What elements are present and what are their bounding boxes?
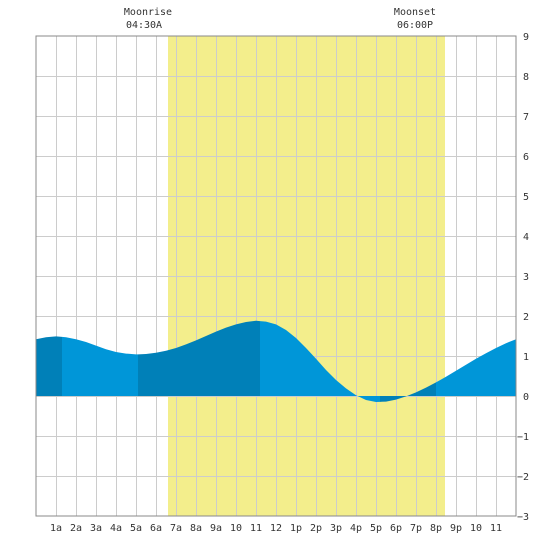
x-tick-label: 12 — [270, 523, 282, 534]
x-tick-label: 2a — [70, 523, 82, 534]
x-tick-label: 5a — [130, 523, 142, 534]
x-tick-label: 7a — [170, 523, 182, 534]
y-tick-label: 6 — [523, 152, 529, 163]
moonset-time: 06:00P — [397, 20, 433, 31]
x-tick-label: 8a — [190, 523, 202, 534]
moonset-label: Moonset — [394, 7, 436, 18]
x-tick-label: 10 — [470, 523, 482, 534]
x-tick-label: 8p — [430, 523, 442, 534]
x-tick-label: 7p — [410, 523, 422, 534]
y-tick-label: 7 — [523, 112, 529, 123]
y-tick-label: 0 — [523, 392, 529, 403]
x-tick-label: 6a — [150, 523, 162, 534]
x-tick-label: 1p — [290, 523, 302, 534]
moonrise-label: Moonrise — [124, 7, 172, 18]
plot-frame — [35, 35, 517, 517]
y-tick-label: 5 — [523, 192, 529, 203]
x-tick-label: 6p — [390, 523, 402, 534]
y-tick-label: 4 — [523, 232, 529, 243]
tide-area-segment — [260, 321, 380, 402]
x-tick-label: 3a — [90, 523, 102, 534]
x-tick-label: 5p — [370, 523, 382, 534]
y-tick-label: −1 — [517, 432, 529, 443]
y-tick-label: 2 — [523, 312, 529, 323]
y-tick-label: 1 — [523, 352, 529, 363]
x-tick-label: 9p — [450, 523, 462, 534]
tide-area-segment — [138, 320, 260, 396]
tide-area-segment — [380, 382, 436, 402]
tide-area-layer — [36, 320, 516, 402]
x-tick-label: 4a — [110, 523, 122, 534]
x-tick-label: 2p — [310, 523, 322, 534]
x-tick-label: 10 — [230, 523, 242, 534]
x-axis-ticks: 1a 2a 3a 4a 5a 6a 7a 8a 9a 10 11 12 1p 2p 3p 4p 5p 6p 7p 8p… — [50, 523, 502, 534]
tide-area-segment — [36, 336, 62, 396]
x-tick-label: 9a — [210, 523, 222, 534]
x-tick-label: 11 — [250, 523, 262, 534]
x-tick-label: 1a — [50, 523, 62, 534]
y-tick-label: −2 — [517, 472, 529, 483]
x-tick-label: 11 — [490, 523, 502, 534]
y-tick-label: 9 — [523, 32, 529, 43]
y-tick-label: 8 — [523, 72, 529, 83]
x-tick-label: 3p — [330, 523, 342, 534]
tide-area-segment — [436, 339, 516, 396]
tide-area-segment — [62, 336, 138, 396]
y-tick-label: 3 — [523, 272, 529, 283]
y-tick-label: −3 — [517, 512, 529, 523]
y-axis-ticks: 9 8 7 6 5 4 3 2 1 0 −1 −2 −3 — [517, 32, 529, 523]
grid-layer — [36, 36, 516, 516]
moonrise-time: 04:30A — [126, 20, 162, 31]
x-tick-label: 4p — [350, 523, 362, 534]
